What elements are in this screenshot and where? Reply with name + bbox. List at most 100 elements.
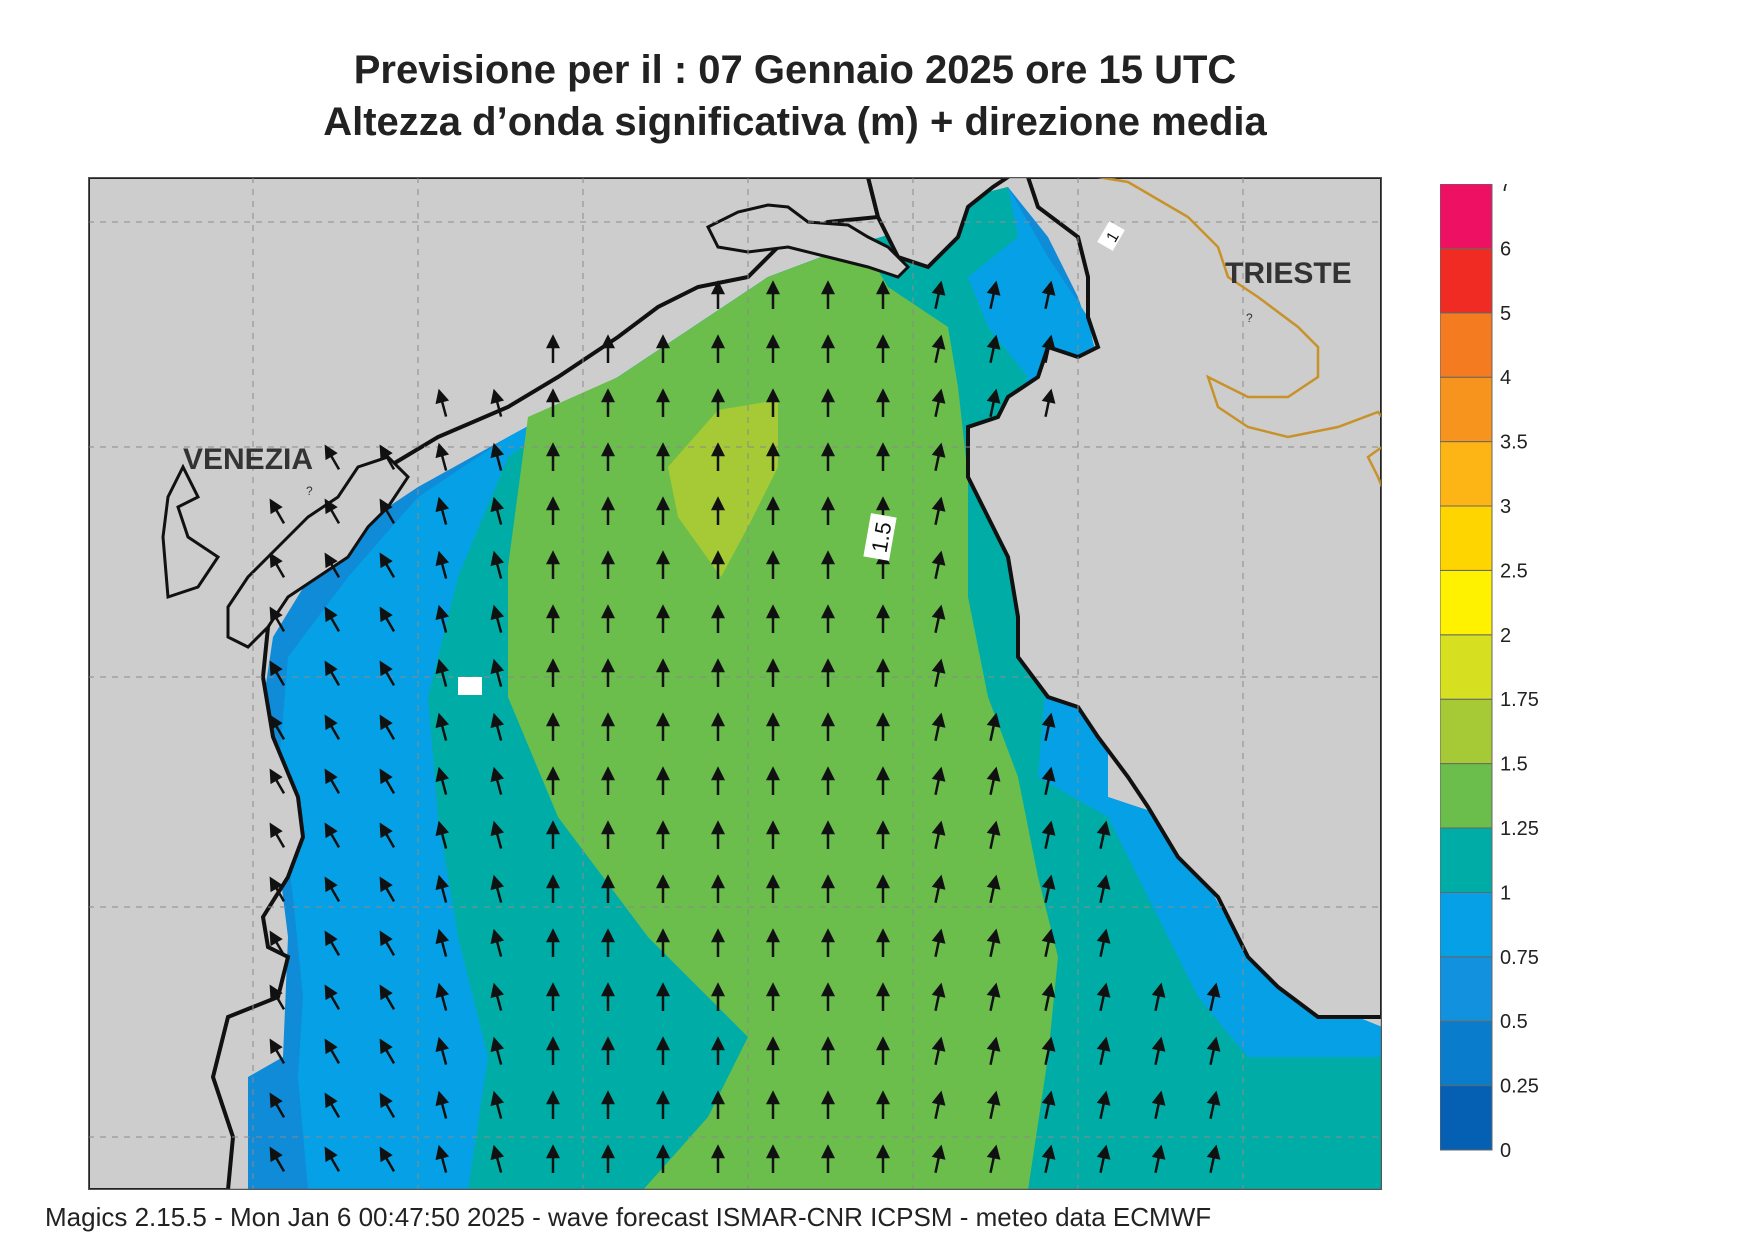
wave-arrow [655,712,671,741]
wave-arrow [765,712,781,741]
wave-height-map: 1.5 1 VENEZIA TRIESTE ? ? [88,177,1382,1190]
wave-arrow [820,388,836,417]
wave-arrow [710,1090,726,1119]
wave-arrow [324,498,341,525]
wave-arrow [1041,820,1056,849]
wave-arrow [269,498,286,525]
legend-label: 1.75 [1500,689,1539,711]
wave-arrow [875,766,891,795]
wave-arrow [545,442,561,471]
wave-arrow [545,820,561,849]
wave-arrow [710,550,726,579]
wave-arrow [765,982,781,1011]
wave-arrow [655,766,671,795]
wave-arrow [655,1144,671,1173]
wave-arrow [765,874,781,903]
wave-arrow [435,550,450,579]
map-title: Previsione per il : 07 Gennaio 2025 ore … [353,48,1237,92]
city-marker-trieste: ? [1246,311,1253,325]
city-label-trieste: TRIESTE [1225,257,1352,290]
legend-swatch [1440,505,1493,571]
wave-arrow [765,1144,781,1173]
wave-arrow [655,334,671,363]
wave-arrow [875,442,891,471]
wave-arrow [269,714,286,741]
wave-arrow [986,388,1001,417]
wave-arrow [710,496,726,525]
wave-arrow [1206,982,1221,1011]
wave-arrow [324,606,341,633]
wave-arrow [324,1146,341,1173]
wave-arrow [820,1090,836,1119]
wave-arrow [875,874,891,903]
wave-arrow [1206,1090,1221,1119]
sea-region-125-15 [508,237,1058,1190]
wave-arrow [820,442,836,471]
wave-arrow [1096,874,1111,903]
wave-arrow [435,712,450,741]
wave-arrow [600,388,616,417]
wave-arrow [269,552,286,579]
wave-arrow [986,982,1001,1011]
legend-label: 1.25 [1500,818,1539,840]
wave-arrow [269,606,286,633]
wave-arrow [655,496,671,525]
wave-arrow [600,334,616,363]
wave-arrow [931,550,946,579]
wave-arrow [545,388,561,417]
wave-arrow [931,1090,946,1119]
wave-arrow [490,820,505,849]
wave-arrow [986,280,1001,309]
legend-swatch [1440,247,1493,314]
city-marker-venezia: ? [306,484,313,498]
wave-arrow [931,658,946,687]
wave-arrow [710,334,726,363]
wave-arrow [1041,928,1056,957]
wave-arrow [875,658,891,687]
wave-arrow [490,442,505,471]
wave-arrow [490,1090,505,1119]
wave-arrow [545,604,561,633]
wave-arrow [931,280,946,309]
wave-arrow [655,442,671,471]
wave-arrow [875,928,891,957]
wave-arrow [490,604,505,633]
wave-arrow [1041,766,1056,795]
wave-arrow [545,874,561,903]
wave-arrow [931,874,946,903]
legend-swatch [1440,376,1493,443]
wave-arrow [324,444,341,471]
wave-arrow [379,498,396,525]
wave-arrow [820,334,836,363]
wave-arrow [379,444,396,471]
wave-arrow [765,604,781,633]
wave-arrow [324,822,341,849]
wave-arrow [1041,982,1056,1011]
wave-direction-arrows [269,280,1221,1173]
contour-label-1: 1 [1097,221,1125,251]
wave-arrow [435,658,450,687]
wave-arrow [490,1036,505,1065]
wave-arrow [820,982,836,1011]
wave-arrow [435,1036,450,1065]
wave-arrow [931,928,946,957]
contour-label-small [458,677,482,695]
wave-arrow [379,1146,396,1173]
wave-arrow [820,604,836,633]
wave-arrow [600,712,616,741]
wave-arrow [1096,928,1111,957]
wave-arrow [710,874,726,903]
wave-arrow [931,766,946,795]
wave-arrow [820,1144,836,1173]
lagoon-islands-2 [161,463,221,600]
wave-arrow [931,604,946,633]
wave-arrow [986,1036,1001,1065]
wave-arrow [435,604,450,633]
wave-arrow [986,1144,1001,1173]
wave-arrow [710,658,726,687]
legend-swatch [1440,1020,1493,1087]
border-line [1097,177,1382,439]
wave-arrow [269,768,286,795]
wave-arrow [710,604,726,633]
wave-arrow [875,982,891,1011]
